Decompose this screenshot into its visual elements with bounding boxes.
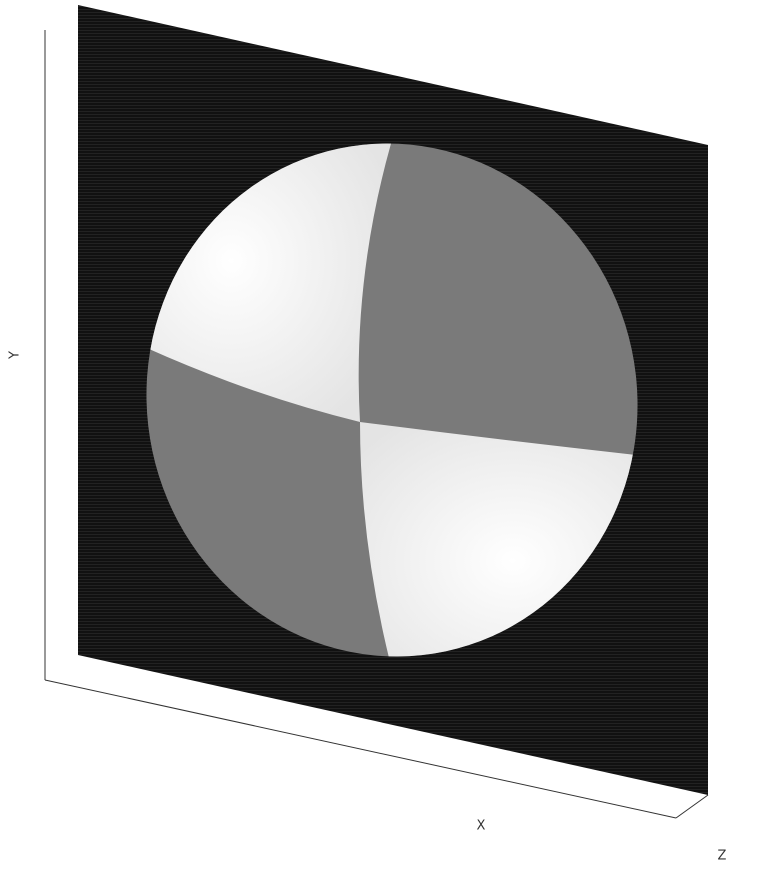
z-axis-label: Z xyxy=(718,849,727,864)
x-axis-label: X xyxy=(477,819,486,834)
y-axis-label: Y xyxy=(8,351,23,360)
axes-frame xyxy=(44,30,709,819)
